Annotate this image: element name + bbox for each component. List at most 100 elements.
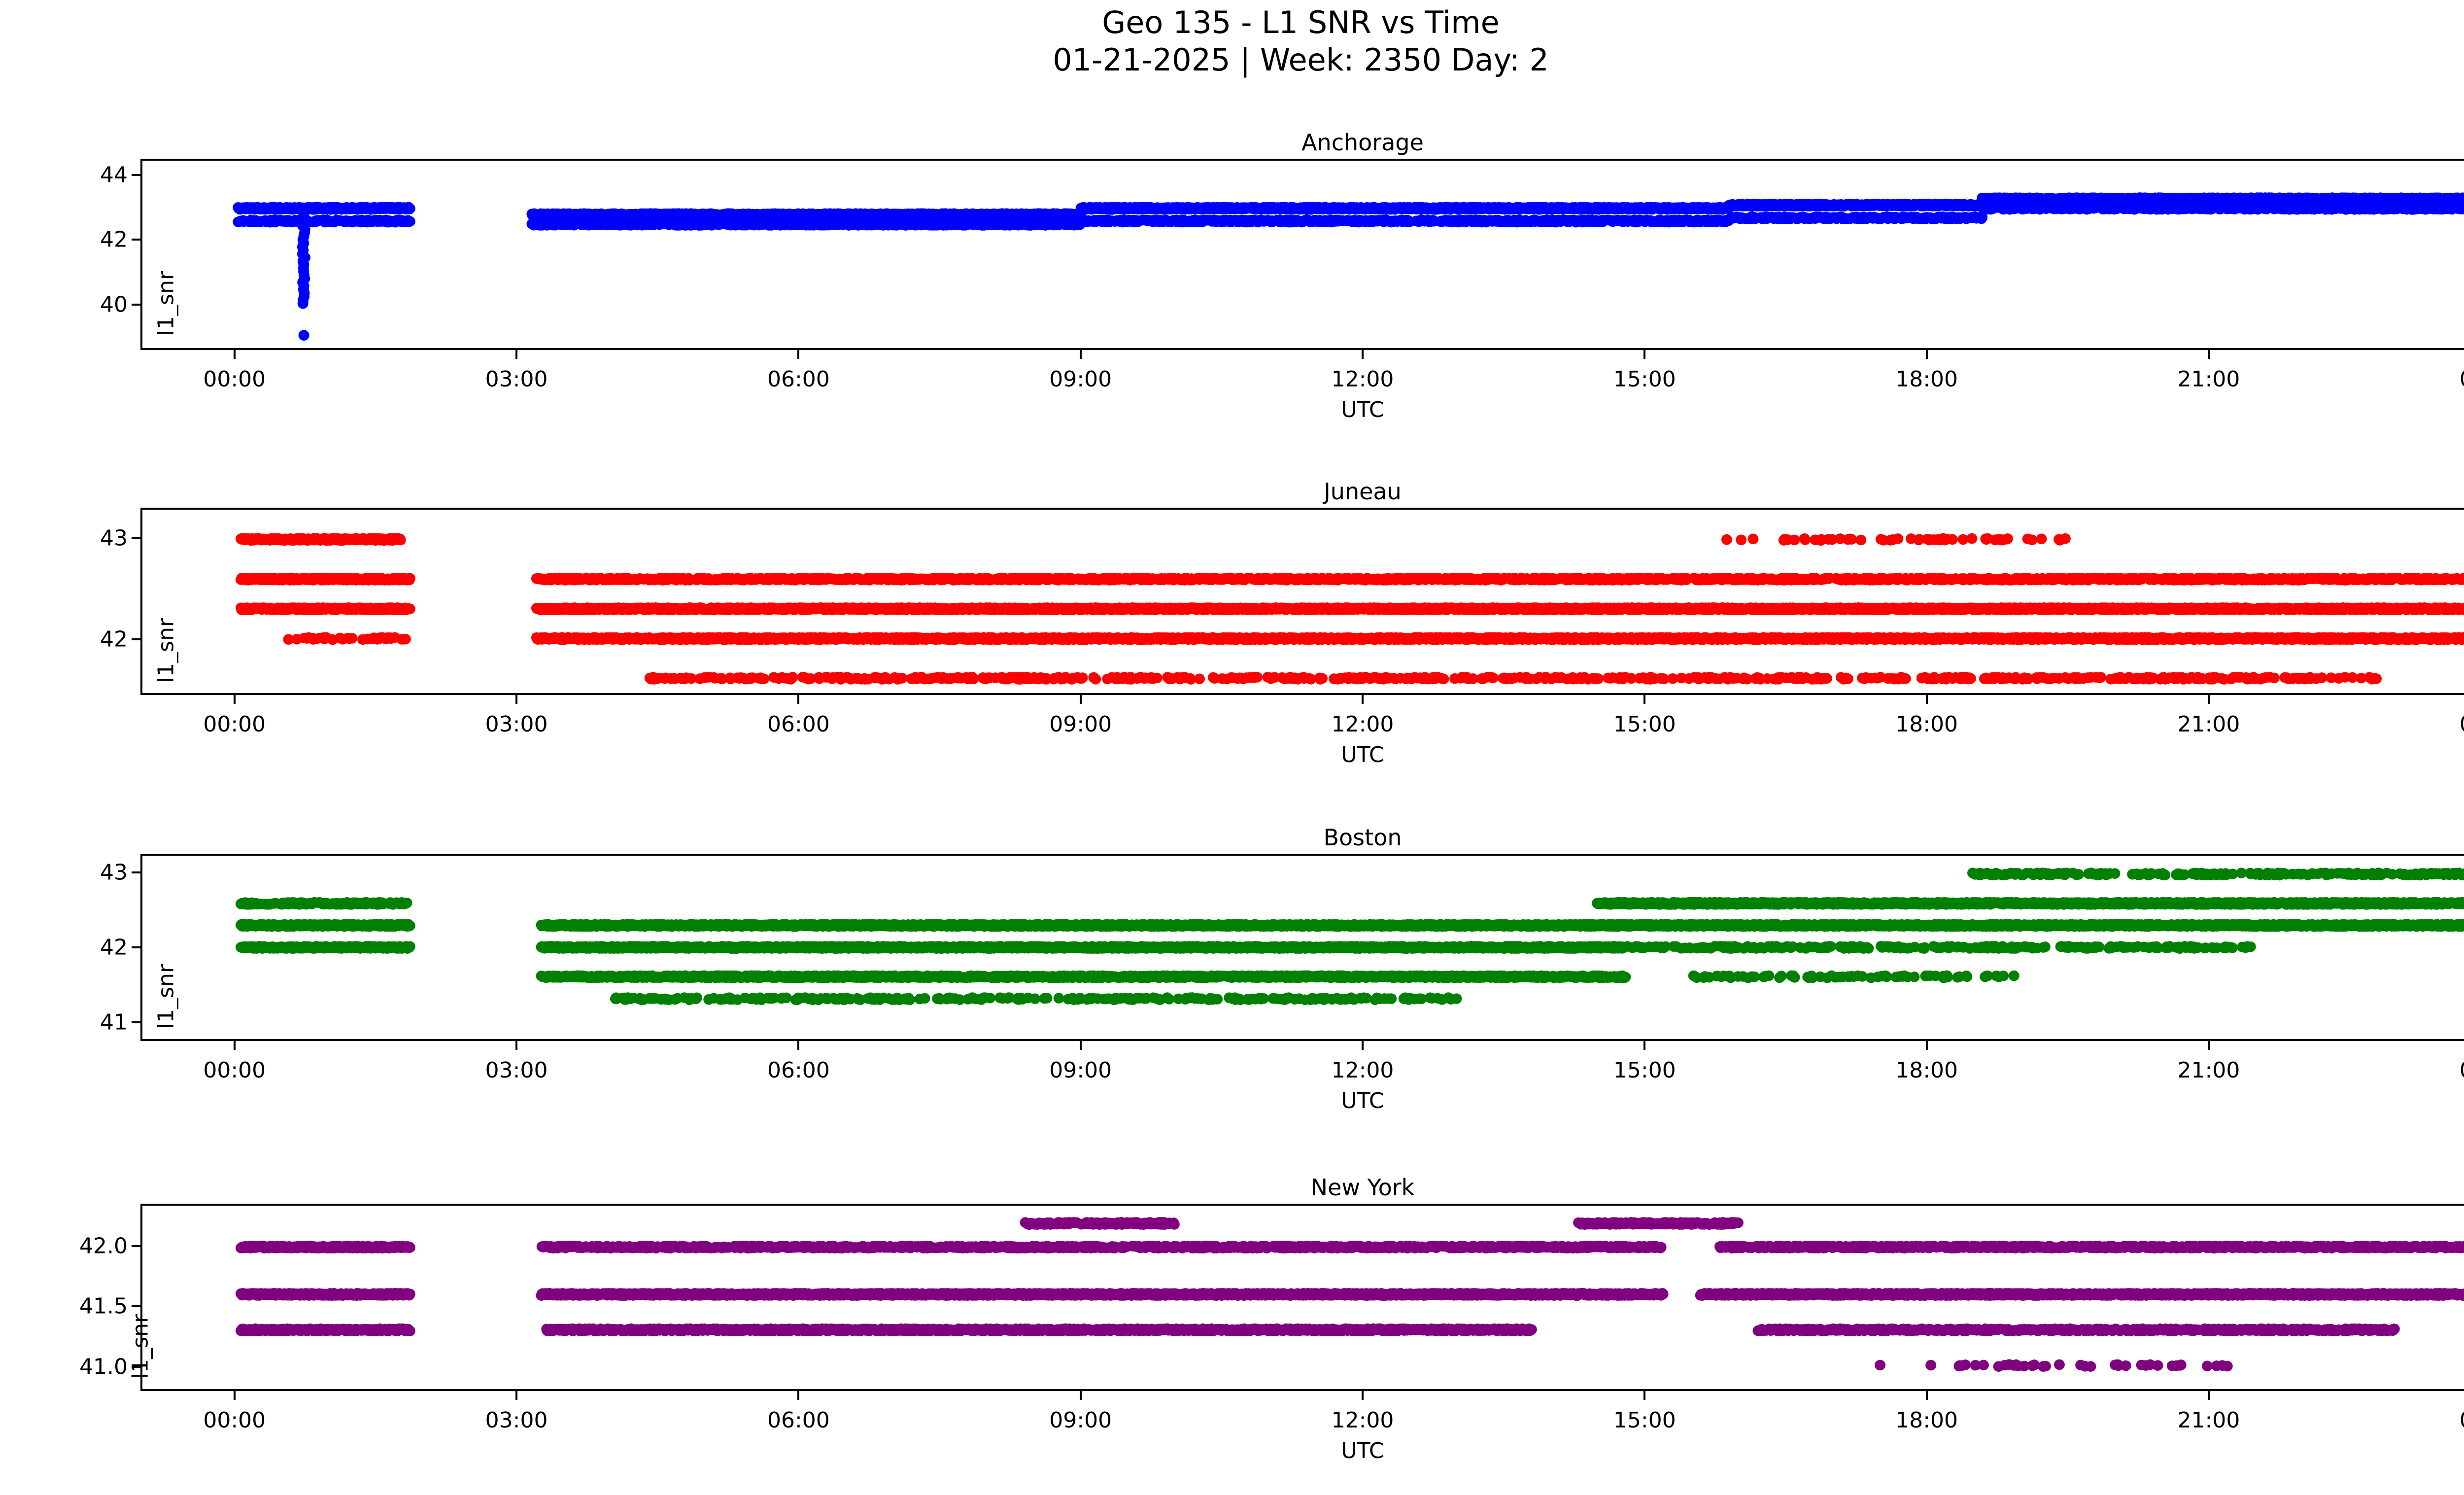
scatter-points-anchorage: [233, 192, 2464, 341]
xtick-mark: [515, 1041, 518, 1050]
xtick-mark: [1643, 1041, 1646, 1050]
xtick-mark: [797, 1391, 800, 1400]
xtick-label: 03:00: [485, 367, 548, 392]
ytick-mark: [132, 303, 140, 306]
xlabel-boston: UTC: [140, 1088, 2464, 1113]
ytick-mark: [132, 1305, 140, 1308]
ytick-label: 40: [100, 292, 128, 317]
ytick-mark: [132, 946, 140, 948]
xtick-mark: [1079, 1041, 1082, 1050]
ytick-label: 43: [100, 525, 128, 551]
xtick-mark: [1925, 1391, 1928, 1400]
xtick-mark: [1925, 1041, 1928, 1050]
xtick-label: 00:00: [203, 712, 266, 737]
ytick-label: 44: [100, 162, 128, 187]
xtick-label: 15:00: [1613, 367, 1676, 392]
xtick-label: 12:00: [1332, 712, 1394, 737]
xtick-label: 15:00: [1613, 712, 1676, 737]
axes-anchorage: [140, 159, 2464, 350]
xtick-label: 03:00: [485, 1058, 548, 1083]
xtick-label: 09:00: [1049, 367, 1112, 392]
ytick-mark: [132, 1245, 140, 1247]
figure-title-line1: Geo 135 - L1 SNR vs Time: [1102, 4, 1500, 40]
xtick-label: 21:00: [2178, 712, 2240, 737]
xtick-mark: [1362, 695, 1364, 704]
xtick-label: 03:00: [485, 1408, 548, 1433]
xtick-label: 00:00: [2460, 712, 2464, 737]
subplot-title-juneau: Juneau: [140, 478, 2464, 505]
xtick-mark: [515, 1391, 518, 1400]
xtick-mark: [2207, 1041, 2210, 1050]
xtick-mark: [1362, 1041, 1364, 1050]
xtick-label: 00:00: [2460, 1058, 2464, 1083]
xtick-label: 18:00: [1895, 1058, 1958, 1083]
xtick-mark: [233, 350, 236, 359]
scatter-points-boston: [235, 868, 2464, 1006]
ytick-label: 42: [100, 227, 128, 252]
xtick-label: 09:00: [1049, 712, 1112, 737]
xtick-mark: [1362, 1391, 1364, 1400]
xtick-label: 00:00: [203, 1058, 266, 1083]
ytick-mark: [132, 1021, 140, 1023]
xtick-label: 00:00: [2460, 1408, 2464, 1433]
xtick-mark: [1362, 350, 1364, 359]
xtick-mark: [1925, 350, 1928, 359]
figure-title: Geo 135 - L1 SNR vs Time 01-21-2025 | Wee…: [0, 4, 2464, 78]
axes-boston: [140, 854, 2464, 1041]
ylabel-juneau: l1_snr: [154, 601, 179, 700]
figure-title-line2: 01-21-2025 | Week: 2350 Day: 2: [1053, 42, 1549, 78]
ylabel-boston: l1_snr: [154, 947, 179, 1046]
xtick-label: 18:00: [1895, 1408, 1958, 1433]
ytick-label: 41.5: [79, 1294, 128, 1319]
xtick-label: 15:00: [1613, 1408, 1676, 1433]
xlabel-new-york: UTC: [140, 1438, 2464, 1463]
xtick-label: 12:00: [1332, 367, 1394, 392]
axes-juneau: [140, 508, 2464, 695]
ytick-label: 43: [100, 860, 128, 885]
xtick-label: 21:00: [2178, 1058, 2240, 1083]
xtick-label: 00:00: [2460, 367, 2464, 392]
ylabel-anchorage: l1_snr: [154, 254, 179, 353]
ytick-label: 42: [100, 627, 128, 652]
xtick-mark: [797, 1041, 800, 1050]
ytick-mark: [132, 1365, 140, 1368]
ytick-mark: [132, 871, 140, 873]
xtick-mark: [1079, 350, 1082, 359]
ytick-label: 42: [100, 935, 128, 960]
xtick-mark: [515, 350, 518, 359]
xtick-label: 21:00: [2178, 1408, 2240, 1433]
xtick-label: 00:00: [203, 367, 266, 392]
xtick-mark: [1925, 695, 1928, 704]
xtick-mark: [1643, 1391, 1646, 1400]
subplot-boston: Boston UTC 41 42 43 l1_snr 00:00 03:00 06:00 09…: [100, 824, 2464, 1113]
xtick-label: 00:00: [203, 1408, 266, 1433]
ytick-label: 41: [100, 1010, 128, 1035]
subplot-juneau: Juneau UTC 42 43 l1_snr 00:00 03:00 06:00 09:0…: [100, 478, 2464, 767]
ytick-mark: [132, 174, 140, 176]
ytick-mark: [132, 239, 140, 241]
subplot-title-boston: Boston: [140, 824, 2464, 851]
xtick-mark: [797, 695, 800, 704]
xtick-label: 12:00: [1332, 1058, 1394, 1083]
axes-new-york: [140, 1204, 2464, 1391]
xtick-mark: [1643, 695, 1646, 704]
ytick-label: 41.0: [79, 1354, 128, 1379]
xlabel-juneau: UTC: [140, 742, 2464, 767]
xtick-mark: [233, 695, 236, 704]
subplot-new-york: New York UTC 41.0 41.5 42.0 l1_snr 00:00 03:0…: [79, 1174, 2464, 1463]
xtick-label: 06:00: [767, 367, 830, 392]
xtick-mark: [1079, 695, 1082, 704]
scatter-points-juneau: [235, 533, 2464, 685]
xtick-mark: [1643, 350, 1646, 359]
xtick-mark: [2207, 1391, 2210, 1400]
xtick-mark: [233, 1041, 236, 1050]
xtick-label: 18:00: [1895, 367, 1958, 392]
xtick-label: 09:00: [1049, 1408, 1112, 1433]
xtick-label: 06:00: [767, 1408, 830, 1433]
xtick-mark: [2207, 350, 2210, 359]
ytick-mark: [132, 638, 140, 641]
ylabel-new-york: l1_snr: [128, 1297, 153, 1396]
scatter-points-new-york: [235, 1217, 2464, 1372]
xtick-label: 06:00: [767, 1058, 830, 1083]
